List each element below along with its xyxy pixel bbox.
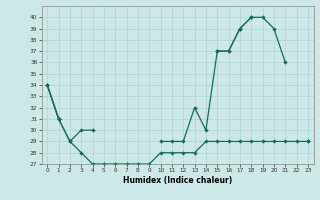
X-axis label: Humidex (Indice chaleur): Humidex (Indice chaleur) [123,176,232,185]
